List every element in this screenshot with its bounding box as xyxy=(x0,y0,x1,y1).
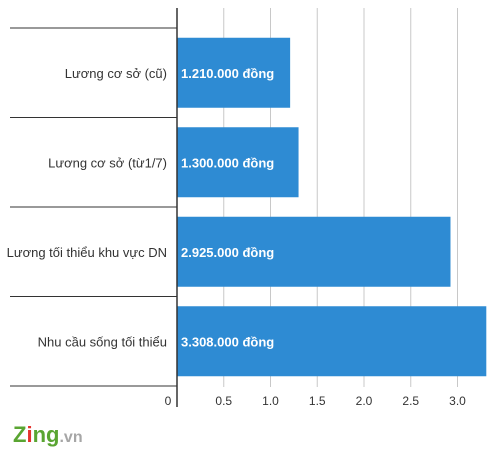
x-tick-label-4: 2.0 xyxy=(356,394,373,408)
category-label-1: Lương cơ sở (cũ) xyxy=(65,66,167,81)
zing-logo: Zing.vn xyxy=(13,422,83,447)
logo-letters-ng: ng xyxy=(33,422,60,447)
bars: 1.210.000 đồng 1.300.000 đồng 2.925.000 đồ… xyxy=(177,37,487,377)
x-tick-label-3: 1.5 xyxy=(309,394,326,408)
bar-data-label-1: 1.210.000 đồng xyxy=(181,66,274,81)
svg-text:Zing.vn: Zing.vn xyxy=(13,422,83,447)
bar-3 xyxy=(177,216,451,287)
x-axis-ticks: 0 0.5 1.0 1.5 2.0 2.5 3.0 xyxy=(165,394,467,408)
bar-data-label-4: 3.308.000 đồng xyxy=(181,334,274,349)
x-tick-label-1: 0.5 xyxy=(215,394,232,408)
bar-data-label-2: 1.300.000 đồng xyxy=(181,155,274,170)
category-labels: Lương cơ sở (cũ) Lương cơ sở (từ1/7) Lương… xyxy=(7,66,167,350)
category-label-2: Lương cơ sở (từ1/7) xyxy=(48,155,167,170)
x-tick-label-5: 2.5 xyxy=(402,394,419,408)
category-separators xyxy=(10,27,177,387)
bar-4 xyxy=(177,306,487,377)
category-label-4: Nhu cầu sống tối thiểu xyxy=(38,334,167,349)
bar-1 xyxy=(177,37,291,108)
logo-letter-z: Z xyxy=(13,422,26,447)
logo-suffix: .vn xyxy=(59,429,82,446)
category-label-3: Lương tối thiểu khu vực DN xyxy=(7,245,167,260)
logo-letter-i: i xyxy=(26,422,32,447)
bar-data-label-3: 2.925.000 đồng xyxy=(181,245,274,260)
bar-2 xyxy=(177,127,299,198)
x-tick-label-6: 3.0 xyxy=(449,394,466,408)
x-tick-label-0: 0 xyxy=(165,394,172,408)
x-tick-label-2: 1.0 xyxy=(262,394,279,408)
